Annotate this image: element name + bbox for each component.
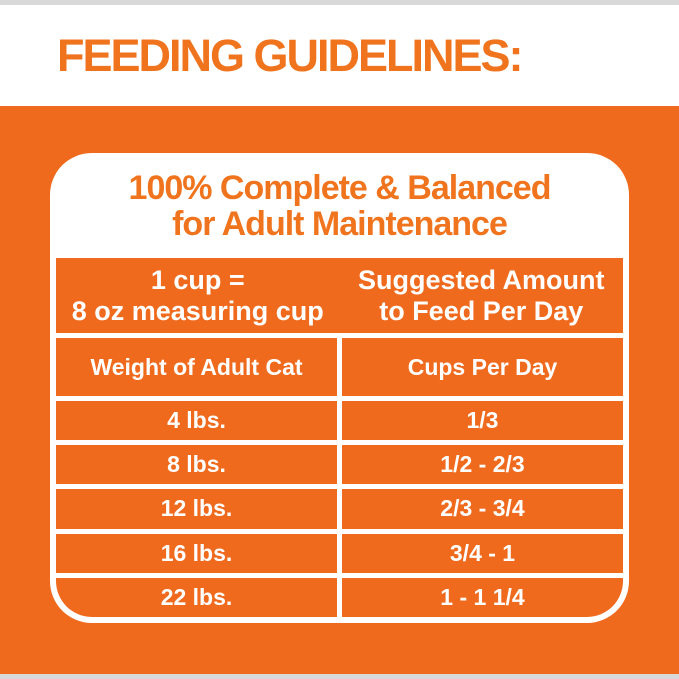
table-cell-weight: 16 lbs. <box>56 533 337 573</box>
page-title: FEEDING GUIDELINES: <box>57 29 524 81</box>
top-edge-strip <box>0 0 679 5</box>
cup-definition-line1: 1 cup = <box>150 264 245 295</box>
table-cell-weight: 4 lbs. <box>56 401 337 441</box>
guidelines-card: 100% Complete & Balanced for Adult Maint… <box>50 153 629 623</box>
table-cell-cups: 3/4 - 1 <box>342 533 623 573</box>
card-heading: 100% Complete & Balanced for Adult Maint… <box>56 159 623 253</box>
table-cell-cups: 1 - 1 1/4 <box>342 577 623 617</box>
title-band: FEEDING GUIDELINES: <box>0 5 679 106</box>
column-header-cups: Cups Per Day <box>342 338 623 396</box>
cup-definition-line2: 8 oz measuring cup <box>71 295 324 326</box>
table-cell-cups: 1/3 <box>342 401 623 441</box>
suggested-amount-line2: to Feed Per Day <box>379 295 584 326</box>
table-cell-weight: 8 lbs. <box>56 445 337 485</box>
suggested-amount-line1: Suggested Amount <box>358 264 605 295</box>
orange-background: 100% Complete & Balanced for Adult Maint… <box>0 106 679 674</box>
card-heading-line2: for Adult Maintenance <box>172 205 508 243</box>
guidelines-table: 100% Complete & Balanced for Adult Maint… <box>56 159 623 617</box>
table-cell-weight: 12 lbs. <box>56 489 337 529</box>
cup-definition: 1 cup = 8 oz measuring cup <box>56 265 340 327</box>
bottom-edge-strip <box>0 674 679 679</box>
suggested-amount-label: Suggested Amount to Feed Per Day <box>340 265 624 327</box>
table-cell-weight: 22 lbs. <box>56 577 337 617</box>
column-header-weight: Weight of Adult Cat <box>56 338 337 396</box>
card-heading-line1: 100% Complete & Balanced <box>128 169 552 207</box>
table-cell-cups: 1/2 - 2/3 <box>342 445 623 485</box>
measuring-info-row: 1 cup = 8 oz measuring cup Suggested Amo… <box>56 258 623 333</box>
table-cell-cups: 2/3 - 3/4 <box>342 489 623 529</box>
